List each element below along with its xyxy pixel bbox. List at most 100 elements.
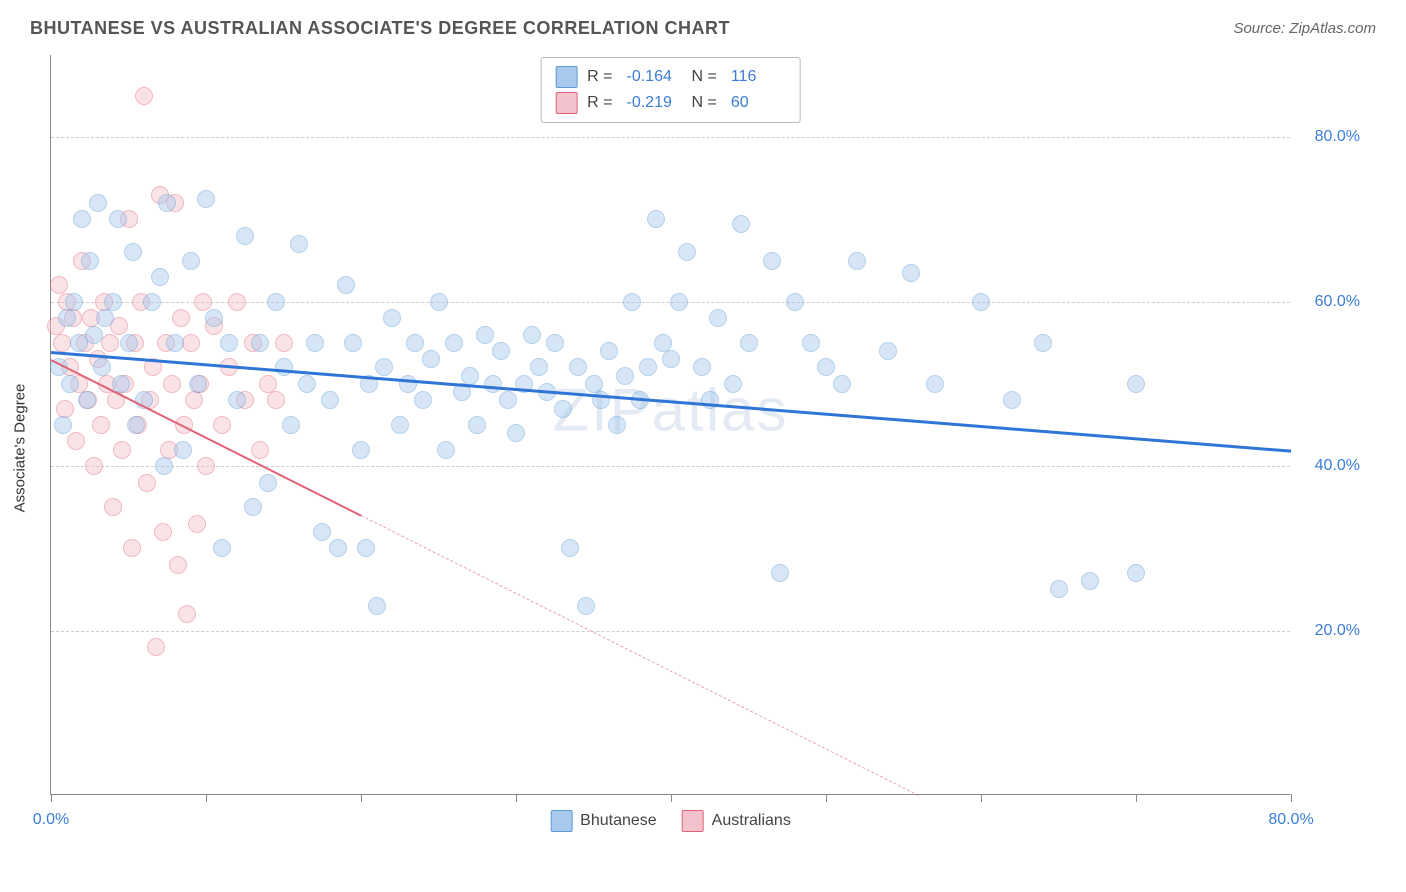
scatter-point: [81, 252, 99, 270]
scatter-point: [113, 441, 131, 459]
scatter-point: [56, 400, 74, 418]
scatter-point: [290, 235, 308, 253]
scatter-point: [461, 367, 479, 385]
scatter-point: [445, 334, 463, 352]
scatter-point: [151, 268, 169, 286]
scatter-point: [902, 264, 920, 282]
scatter-point: [344, 334, 362, 352]
scatter-point: [817, 358, 835, 376]
scatter-point: [1034, 334, 1052, 352]
scatter-point: [337, 276, 355, 294]
scatter-point: [763, 252, 781, 270]
scatter-point: [158, 194, 176, 212]
scatter-point: [476, 326, 494, 344]
scatter-point: [391, 416, 409, 434]
scatter-point: [135, 87, 153, 105]
scatter-point: [182, 252, 200, 270]
scatter-point: [414, 391, 432, 409]
y-tick-label: 20.0%: [1315, 622, 1360, 640]
scatter-point: [608, 416, 626, 434]
scatter-point: [104, 293, 122, 311]
x-tick: [981, 794, 982, 802]
scatter-point: [282, 416, 300, 434]
scatter-point: [670, 293, 688, 311]
scatter-point: [78, 391, 96, 409]
stats-r-value: -0.219: [627, 94, 682, 112]
scatter-point: [169, 556, 187, 574]
scatter-point: [109, 210, 127, 228]
scatter-point: [546, 334, 564, 352]
scatter-point: [709, 309, 727, 327]
scatter-point: [163, 375, 181, 393]
chart-container: Associate's Degree ZIPatlas R =-0.164N =…: [50, 55, 1370, 840]
scatter-point: [507, 424, 525, 442]
scatter-point: [197, 190, 215, 208]
scatter-point: [244, 498, 262, 516]
x-tick: [51, 794, 52, 802]
scatter-point: [220, 334, 238, 352]
stats-r-label: R =: [587, 94, 612, 112]
x-tick: [516, 794, 517, 802]
stats-n-value: 60: [731, 94, 786, 112]
legend-item: Bhutanese: [550, 810, 657, 832]
scatter-point: [50, 276, 68, 294]
x-tick: [1136, 794, 1137, 802]
scatter-point: [375, 358, 393, 376]
scatter-point: [577, 597, 595, 615]
scatter-point: [600, 342, 618, 360]
scatter-point: [166, 334, 184, 352]
trend-line-dashed: [361, 515, 919, 796]
legend-swatch: [682, 810, 704, 832]
scatter-point: [143, 293, 161, 311]
scatter-point: [352, 441, 370, 459]
chart-title: BHUTANESE VS AUSTRALIAN ASSOCIATE'S DEGR…: [30, 18, 730, 39]
scatter-point: [267, 391, 285, 409]
scatter-point: [437, 441, 455, 459]
stats-row: R =-0.164N =116: [555, 64, 786, 90]
y-tick-label: 80.0%: [1315, 128, 1360, 146]
x-tick: [671, 794, 672, 802]
scatter-point: [58, 309, 76, 327]
scatter-point: [275, 358, 293, 376]
scatter-point: [96, 309, 114, 327]
scatter-point: [267, 293, 285, 311]
scatter-point: [93, 358, 111, 376]
chart-source: Source: ZipAtlas.com: [1233, 20, 1376, 37]
scatter-point: [879, 342, 897, 360]
scatter-point: [399, 375, 417, 393]
scatter-point: [313, 523, 331, 541]
scatter-point: [1081, 572, 1099, 590]
scatter-point: [251, 441, 269, 459]
scatter-point: [585, 375, 603, 393]
chart-header: BHUTANESE VS AUSTRALIAN ASSOCIATE'S DEGR…: [30, 18, 1376, 39]
scatter-point: [833, 375, 851, 393]
y-tick-label: 60.0%: [1315, 293, 1360, 311]
x-tick: [1291, 794, 1292, 802]
x-tick-label: 80.0%: [1268, 811, 1313, 829]
legend-item: Australians: [682, 810, 791, 832]
scatter-point: [85, 457, 103, 475]
scatter-point: [138, 474, 156, 492]
plot-area: ZIPatlas R =-0.164N =116R =-0.219N =60 B…: [50, 55, 1290, 795]
scatter-point: [213, 539, 231, 557]
scatter-point: [259, 474, 277, 492]
y-axis-label: Associate's Degree: [12, 383, 29, 512]
scatter-point: [101, 334, 119, 352]
scatter-point: [1127, 375, 1145, 393]
scatter-point: [67, 432, 85, 450]
scatter-point: [383, 309, 401, 327]
scatter-point: [786, 293, 804, 311]
gridline: [51, 137, 1290, 138]
scatter-point: [1127, 564, 1145, 582]
scatter-point: [197, 457, 215, 475]
scatter-point: [422, 350, 440, 368]
scatter-point: [236, 227, 254, 245]
scatter-point: [127, 416, 145, 434]
scatter-point: [194, 293, 212, 311]
scatter-point: [430, 293, 448, 311]
scatter-point: [123, 539, 141, 557]
scatter-point: [53, 334, 71, 352]
legend-label: Bhutanese: [580, 812, 657, 830]
scatter-point: [732, 215, 750, 233]
scatter-point: [306, 334, 324, 352]
